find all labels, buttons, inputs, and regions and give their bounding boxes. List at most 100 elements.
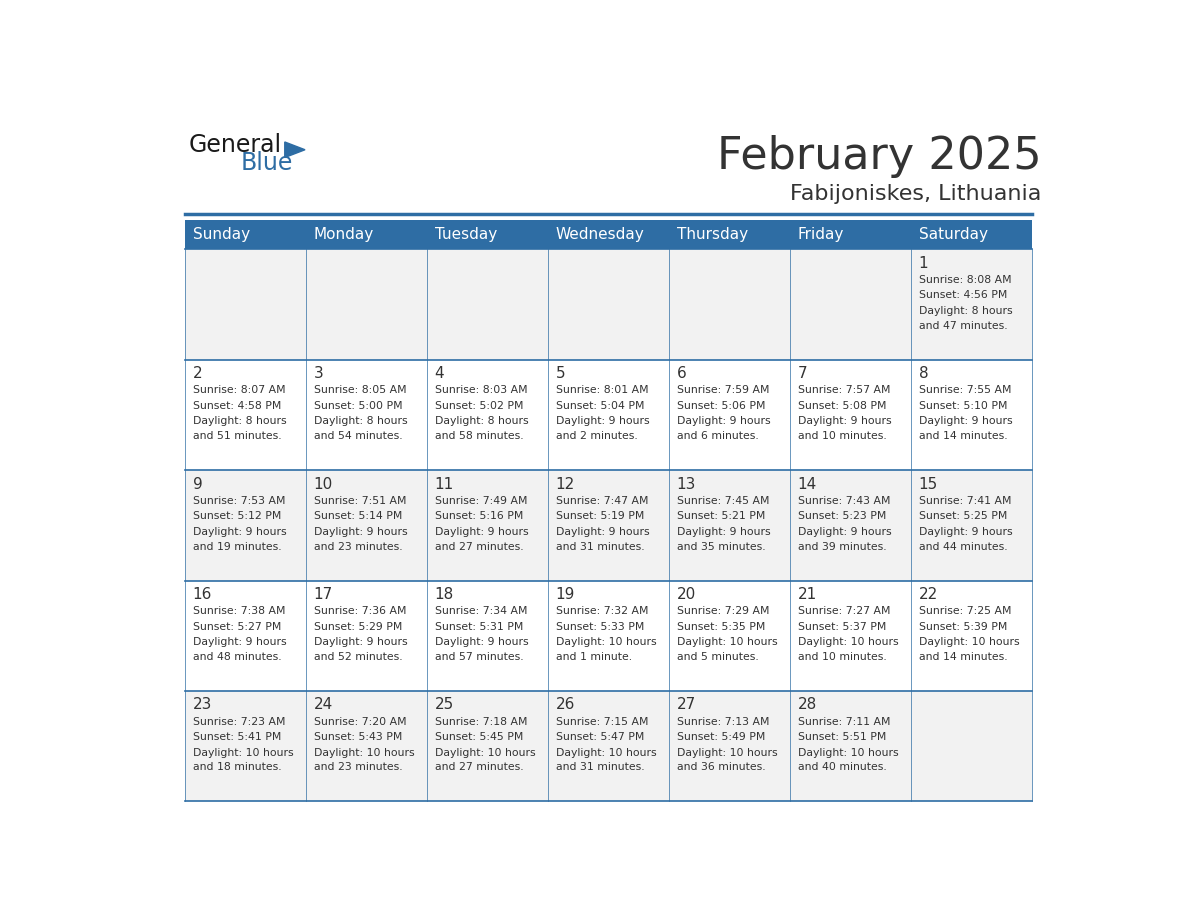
Text: and 27 minutes.: and 27 minutes.: [435, 763, 524, 772]
Bar: [185, 470, 1032, 581]
Text: Daylight: 9 hours: Daylight: 9 hours: [556, 417, 650, 426]
Text: and 14 minutes.: and 14 minutes.: [918, 652, 1007, 662]
Text: 23: 23: [192, 698, 213, 712]
Text: Daylight: 9 hours: Daylight: 9 hours: [435, 527, 529, 537]
Text: Sunset: 5:00 PM: Sunset: 5:00 PM: [314, 401, 403, 411]
Text: Sunset: 5:47 PM: Sunset: 5:47 PM: [556, 732, 644, 742]
Text: Daylight: 9 hours: Daylight: 9 hours: [314, 637, 407, 647]
Text: 24: 24: [314, 698, 333, 712]
Text: Sunset: 5:29 PM: Sunset: 5:29 PM: [314, 621, 402, 632]
Text: and 52 minutes.: and 52 minutes.: [314, 652, 403, 662]
Text: Sunrise: 7:18 AM: Sunrise: 7:18 AM: [435, 717, 527, 726]
Text: Sunset: 5:51 PM: Sunset: 5:51 PM: [797, 732, 886, 742]
Text: Daylight: 10 hours: Daylight: 10 hours: [192, 747, 293, 757]
Text: 21: 21: [797, 587, 817, 602]
Text: and 23 minutes.: and 23 minutes.: [314, 763, 403, 772]
Text: Sunrise: 7:49 AM: Sunrise: 7:49 AM: [435, 496, 527, 506]
Text: 15: 15: [918, 476, 939, 492]
Text: 19: 19: [556, 587, 575, 602]
Text: and 48 minutes.: and 48 minutes.: [192, 652, 282, 662]
Text: Sunrise: 7:34 AM: Sunrise: 7:34 AM: [435, 606, 527, 616]
Text: Sunrise: 7:45 AM: Sunrise: 7:45 AM: [677, 496, 769, 506]
Text: Sunset: 5:08 PM: Sunset: 5:08 PM: [797, 401, 886, 411]
Text: Sunset: 5:31 PM: Sunset: 5:31 PM: [435, 621, 523, 632]
Text: Daylight: 10 hours: Daylight: 10 hours: [797, 637, 898, 647]
Bar: [185, 219, 1032, 250]
Text: 17: 17: [314, 587, 333, 602]
Text: Sunset: 5:19 PM: Sunset: 5:19 PM: [556, 511, 644, 521]
Text: Sunrise: 7:29 AM: Sunrise: 7:29 AM: [677, 606, 769, 616]
Text: and 44 minutes.: and 44 minutes.: [918, 542, 1007, 552]
Text: 20: 20: [677, 587, 696, 602]
Text: Sunrise: 7:15 AM: Sunrise: 7:15 AM: [556, 717, 649, 726]
Text: 26: 26: [556, 698, 575, 712]
Text: Sunrise: 8:05 AM: Sunrise: 8:05 AM: [314, 386, 406, 396]
Text: 22: 22: [918, 587, 939, 602]
Text: Daylight: 10 hours: Daylight: 10 hours: [677, 747, 777, 757]
Text: Sunrise: 7:25 AM: Sunrise: 7:25 AM: [918, 606, 1011, 616]
Text: Sunset: 5:10 PM: Sunset: 5:10 PM: [918, 401, 1007, 411]
Text: Sunrise: 7:47 AM: Sunrise: 7:47 AM: [556, 496, 649, 506]
Text: Sunset: 5:27 PM: Sunset: 5:27 PM: [192, 621, 282, 632]
Text: Sunset: 5:33 PM: Sunset: 5:33 PM: [556, 621, 644, 632]
Text: Sunset: 5:37 PM: Sunset: 5:37 PM: [797, 621, 886, 632]
Text: 2: 2: [192, 366, 202, 381]
Text: Sunrise: 7:38 AM: Sunrise: 7:38 AM: [192, 606, 285, 616]
Text: General: General: [189, 133, 282, 157]
Text: and 1 minute.: and 1 minute.: [556, 652, 632, 662]
Text: Daylight: 9 hours: Daylight: 9 hours: [918, 527, 1012, 537]
Text: Daylight: 10 hours: Daylight: 10 hours: [435, 747, 536, 757]
Text: 13: 13: [677, 476, 696, 492]
Text: Thursday: Thursday: [677, 227, 747, 242]
Text: 6: 6: [677, 366, 687, 381]
Text: Sunrise: 7:59 AM: Sunrise: 7:59 AM: [677, 386, 769, 396]
Text: 25: 25: [435, 698, 454, 712]
Text: Sunrise: 7:23 AM: Sunrise: 7:23 AM: [192, 717, 285, 726]
Text: February 2025: February 2025: [716, 135, 1042, 178]
Text: and 18 minutes.: and 18 minutes.: [192, 763, 282, 772]
Text: Daylight: 10 hours: Daylight: 10 hours: [797, 747, 898, 757]
Bar: [185, 250, 1032, 360]
Text: 16: 16: [192, 587, 213, 602]
Text: Sunset: 5:43 PM: Sunset: 5:43 PM: [314, 732, 402, 742]
Text: Sunset: 5:14 PM: Sunset: 5:14 PM: [314, 511, 402, 521]
Text: Daylight: 9 hours: Daylight: 9 hours: [192, 637, 286, 647]
Bar: [185, 360, 1032, 470]
Text: Sunrise: 7:13 AM: Sunrise: 7:13 AM: [677, 717, 769, 726]
Text: Sunset: 4:56 PM: Sunset: 4:56 PM: [918, 290, 1007, 300]
Text: Sunday: Sunday: [192, 227, 249, 242]
Text: and 39 minutes.: and 39 minutes.: [797, 542, 886, 552]
Text: and 31 minutes.: and 31 minutes.: [556, 542, 644, 552]
Text: 12: 12: [556, 476, 575, 492]
Text: 9: 9: [192, 476, 202, 492]
Text: and 54 minutes.: and 54 minutes.: [314, 431, 403, 442]
Text: and 2 minutes.: and 2 minutes.: [556, 431, 638, 442]
Text: Friday: Friday: [797, 227, 845, 242]
Text: and 10 minutes.: and 10 minutes.: [797, 431, 886, 442]
Text: Sunset: 5:23 PM: Sunset: 5:23 PM: [797, 511, 886, 521]
Text: Sunset: 5:25 PM: Sunset: 5:25 PM: [918, 511, 1007, 521]
Text: 5: 5: [556, 366, 565, 381]
Text: Sunrise: 7:53 AM: Sunrise: 7:53 AM: [192, 496, 285, 506]
Text: Sunrise: 7:36 AM: Sunrise: 7:36 AM: [314, 606, 406, 616]
Text: Sunset: 5:04 PM: Sunset: 5:04 PM: [556, 401, 644, 411]
Text: Sunrise: 8:08 AM: Sunrise: 8:08 AM: [918, 274, 1011, 285]
Text: Sunset: 5:41 PM: Sunset: 5:41 PM: [192, 732, 282, 742]
Text: 1: 1: [918, 256, 928, 271]
Text: Sunset: 5:12 PM: Sunset: 5:12 PM: [192, 511, 282, 521]
Text: Daylight: 9 hours: Daylight: 9 hours: [797, 527, 891, 537]
Text: and 19 minutes.: and 19 minutes.: [192, 542, 282, 552]
Text: Sunrise: 7:27 AM: Sunrise: 7:27 AM: [797, 606, 890, 616]
Text: Daylight: 9 hours: Daylight: 9 hours: [677, 417, 770, 426]
Polygon shape: [285, 142, 305, 158]
Text: and 6 minutes.: and 6 minutes.: [677, 431, 758, 442]
Text: Daylight: 9 hours: Daylight: 9 hours: [556, 527, 650, 537]
Text: Daylight: 10 hours: Daylight: 10 hours: [918, 637, 1019, 647]
Text: Wednesday: Wednesday: [556, 227, 644, 242]
Text: Sunrise: 7:32 AM: Sunrise: 7:32 AM: [556, 606, 649, 616]
Text: and 14 minutes.: and 14 minutes.: [918, 431, 1007, 442]
Text: and 27 minutes.: and 27 minutes.: [435, 542, 524, 552]
Text: 14: 14: [797, 476, 817, 492]
Text: and 51 minutes.: and 51 minutes.: [192, 431, 282, 442]
Text: Daylight: 9 hours: Daylight: 9 hours: [797, 417, 891, 426]
